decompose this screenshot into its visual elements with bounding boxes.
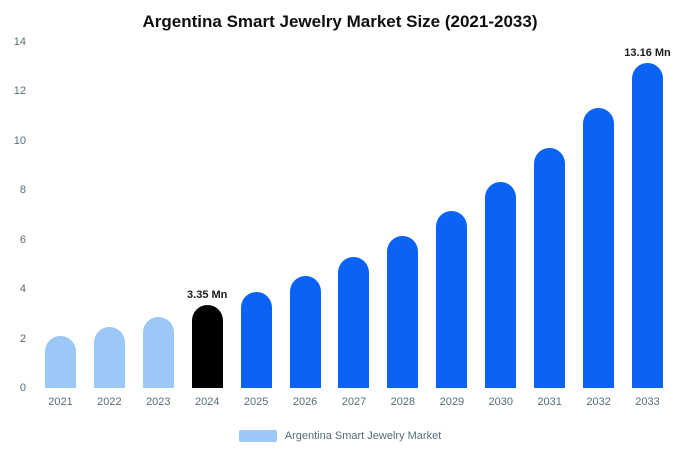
bar-slot	[36, 42, 85, 388]
bar-slot	[85, 42, 134, 388]
x-tick-label: 2023	[146, 396, 171, 408]
x-tick-label: 2025	[243, 396, 269, 408]
bar-2023	[142, 316, 174, 388]
legend-item[interactable]: Argentina Smart Jewelry Market	[238, 430, 442, 442]
bar-2028	[387, 235, 419, 388]
x-tick-label: 2032	[586, 396, 611, 408]
plot-area: 0 2 4 6 8 10 12 14 3.35 Mn 13.16 Mn	[14, 36, 672, 394]
x-tick-label: 2021	[48, 396, 73, 408]
legend-swatch	[238, 430, 277, 442]
bar-slot	[330, 42, 379, 388]
bar-slot	[525, 42, 574, 388]
bar-slot	[574, 42, 623, 388]
x-tick-label: 2024	[194, 396, 220, 408]
bar-2029	[436, 210, 468, 388]
bar-2030	[485, 181, 517, 388]
bar-slot	[134, 42, 183, 388]
x-tick-label: 2031	[537, 396, 562, 408]
bar-slot	[427, 42, 476, 388]
bar-2024: 3.35 Mn	[187, 289, 227, 388]
bar-slot	[476, 42, 525, 388]
bar-slot	[378, 42, 427, 388]
bar-slot	[232, 42, 281, 388]
x-tick-label: 2026	[292, 396, 318, 408]
x-tick-label: 2029	[439, 396, 465, 408]
y-tick-label: 10	[13, 134, 26, 147]
legend-label: Argentina Smart Jewelry Market	[284, 430, 442, 442]
chart-title: Argentina Smart Jewelry Market Size (202…	[142, 12, 538, 31]
bar-2032	[583, 108, 615, 388]
bar-2026	[289, 275, 321, 388]
bar-2033: 13.16 Mn	[624, 47, 671, 388]
bar-slot	[281, 42, 330, 388]
y-tick-label: 4	[19, 283, 26, 296]
data-label-2033: 13.16 Mn	[624, 46, 671, 59]
bar-slot: 3.35 Mn	[183, 42, 232, 388]
bar-2025	[240, 291, 272, 388]
x-tick-label: 2033	[635, 396, 660, 408]
x-tick-label: 2022	[97, 396, 122, 408]
bar-slot: 13.16 Mn	[623, 42, 672, 388]
y-tick-label: 8	[19, 184, 26, 197]
legend: Argentina Smart Jewelry Market	[0, 430, 680, 442]
bar-2031	[534, 147, 566, 388]
bars-row: 3.35 Mn 13.16 Mn	[36, 42, 672, 388]
x-tick-label: 2030	[488, 396, 513, 408]
x-tick-label: 2027	[341, 396, 367, 408]
data-label-2024: 3.35 Mn	[187, 289, 228, 302]
y-tick-label: 6	[19, 233, 26, 246]
x-axis: 2021 2022 2023 2024 2025 2026 2027 2028 2029 2030…	[36, 396, 672, 408]
bar-2027	[338, 257, 370, 388]
x-tick-label: 2028	[390, 396, 416, 408]
bar-2022	[93, 326, 125, 388]
y-axis: 0 2 4 6 8 10 12 14	[4, 36, 30, 394]
y-tick-label: 14	[13, 36, 26, 48]
y-tick-label: 2	[19, 332, 26, 345]
y-tick-label: 12	[13, 85, 26, 98]
y-tick-label: 0	[19, 382, 26, 394]
bar-2021	[44, 335, 76, 388]
